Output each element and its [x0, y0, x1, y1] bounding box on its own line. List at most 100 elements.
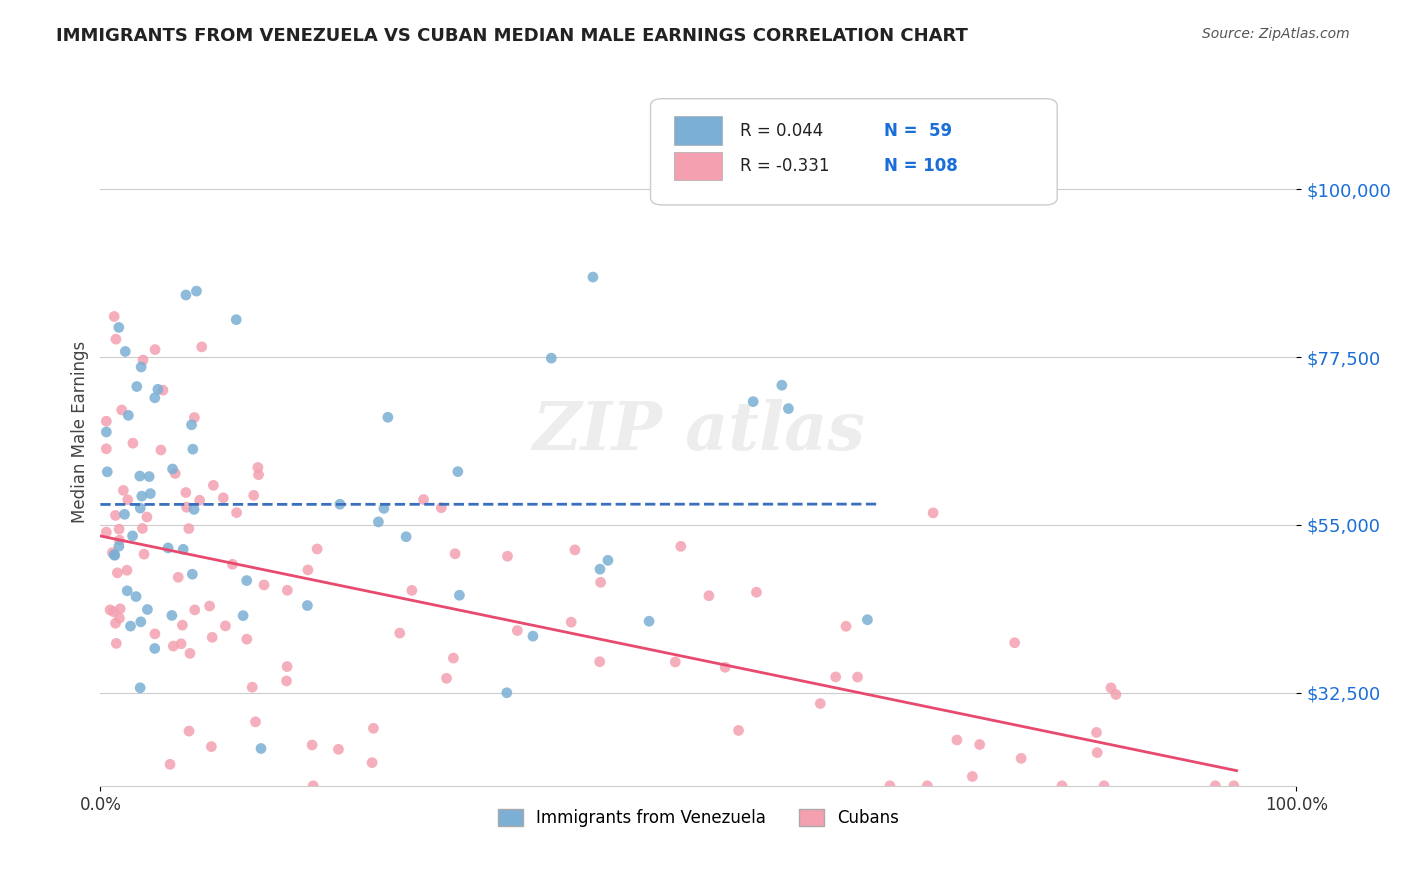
Point	[114, 344, 136, 359]
Point	[143, 343, 166, 357]
Point	[139, 486, 162, 500]
Point	[1105, 688, 1128, 702]
Point	[136, 602, 159, 616]
Point	[444, 547, 467, 561]
Point	[105, 636, 128, 650]
Point	[179, 646, 201, 660]
Point	[495, 686, 517, 700]
Text: N = 108: N = 108	[884, 157, 957, 175]
Point	[186, 284, 208, 298]
Point	[540, 351, 562, 366]
Point	[367, 515, 389, 529]
Point	[146, 382, 169, 396]
Point	[183, 410, 205, 425]
Point	[159, 757, 181, 772]
Point	[221, 558, 243, 572]
Point	[132, 547, 155, 561]
Point	[430, 500, 453, 515]
Point	[1085, 725, 1108, 739]
Point	[96, 525, 118, 540]
Point	[128, 469, 150, 483]
Text: R = 0.044: R = 0.044	[740, 121, 824, 139]
Point	[714, 660, 737, 674]
Point	[745, 585, 768, 599]
Point	[412, 492, 434, 507]
Point	[363, 721, 385, 735]
Point	[589, 655, 612, 669]
Text: ZIP atlas: ZIP atlas	[531, 399, 865, 464]
Point	[122, 436, 145, 450]
Point	[835, 619, 858, 633]
Point	[104, 548, 127, 562]
Point	[96, 465, 118, 479]
Point	[117, 409, 139, 423]
Point	[276, 659, 298, 673]
Point	[177, 522, 200, 536]
Text: IMMIGRANTS FROM VENEZUELA VS CUBAN MEDIAN MALE EARNINGS CORRELATION CHART: IMMIGRANTS FROM VENEZUELA VS CUBAN MEDIA…	[56, 27, 969, 45]
Point	[596, 553, 619, 567]
Point	[138, 469, 160, 483]
Point	[129, 615, 152, 629]
Text: Source: ZipAtlas.com: Source: ZipAtlas.com	[1202, 27, 1350, 41]
Point	[395, 530, 418, 544]
Point	[165, 467, 187, 481]
Point	[143, 391, 166, 405]
Point	[329, 497, 352, 511]
Point	[103, 310, 125, 324]
Point	[174, 485, 197, 500]
Point	[104, 616, 127, 631]
Point	[560, 615, 582, 629]
Point	[669, 539, 692, 553]
Point	[162, 639, 184, 653]
Point	[232, 608, 254, 623]
Text: R = -0.331: R = -0.331	[740, 157, 830, 175]
Point	[727, 723, 749, 738]
Point	[108, 320, 131, 334]
Point	[188, 493, 211, 508]
Point	[177, 724, 200, 739]
Point	[969, 738, 991, 752]
Point	[105, 566, 128, 580]
Point	[181, 567, 204, 582]
Point	[96, 414, 118, 428]
Point	[1092, 779, 1115, 793]
Point	[129, 681, 152, 695]
Point	[236, 632, 259, 647]
Point	[131, 521, 153, 535]
Point	[172, 618, 194, 632]
Point	[302, 779, 325, 793]
Point	[115, 563, 138, 577]
Point	[167, 570, 190, 584]
Point	[946, 733, 969, 747]
Point	[200, 739, 222, 754]
Point	[96, 442, 118, 456]
Point	[131, 489, 153, 503]
Point	[1099, 681, 1122, 695]
Point	[180, 417, 202, 432]
Point	[201, 630, 224, 644]
Point	[1050, 779, 1073, 793]
Point	[235, 574, 257, 588]
Point	[174, 288, 197, 302]
Point	[879, 779, 901, 793]
Point	[328, 742, 350, 756]
Point	[160, 608, 183, 623]
Point	[297, 563, 319, 577]
Point	[824, 670, 846, 684]
Point	[582, 270, 605, 285]
Point	[129, 359, 152, 374]
Legend: Immigrants from Venezuela, Cubans: Immigrants from Venezuela, Cubans	[491, 803, 905, 834]
FancyBboxPatch shape	[675, 116, 723, 145]
Point	[135, 510, 157, 524]
Point	[1004, 636, 1026, 650]
Point	[401, 583, 423, 598]
Point	[1223, 779, 1246, 793]
FancyBboxPatch shape	[651, 99, 1057, 205]
Point	[915, 779, 938, 793]
Point	[664, 655, 686, 669]
Point	[447, 465, 470, 479]
Point	[212, 491, 235, 505]
Point	[250, 741, 273, 756]
Point	[183, 502, 205, 516]
Point	[253, 578, 276, 592]
